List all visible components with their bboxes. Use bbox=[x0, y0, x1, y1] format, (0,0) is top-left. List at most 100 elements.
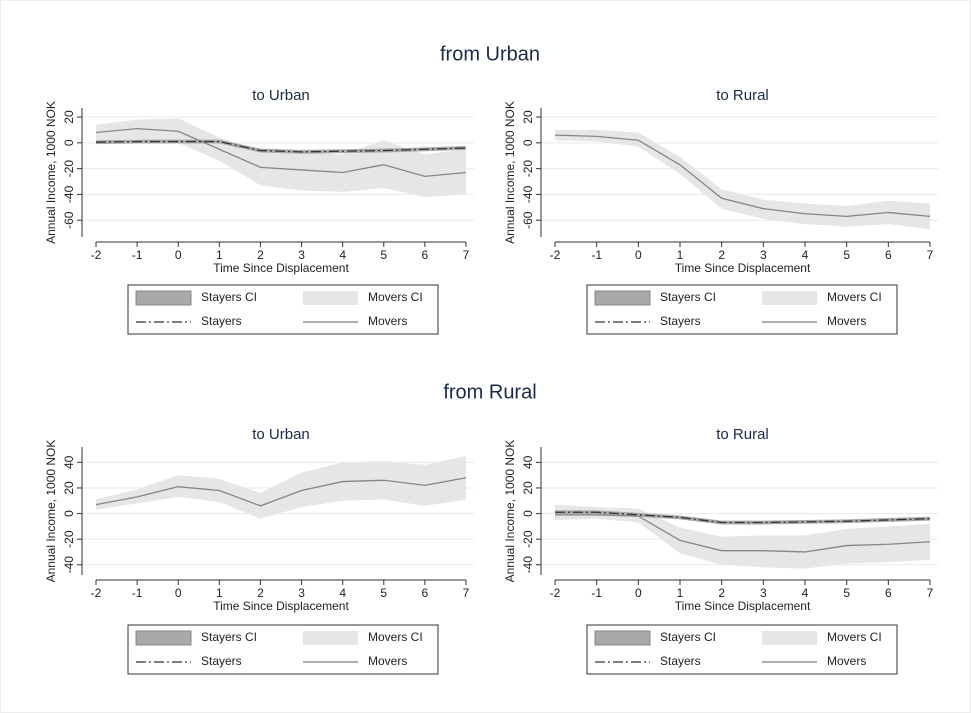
y-tick-label: 20 bbox=[62, 481, 76, 495]
x-tick-label: -1 bbox=[132, 248, 143, 262]
x-tick-label: 2 bbox=[257, 248, 264, 262]
x-tick-label: 7 bbox=[463, 586, 470, 600]
y-axis-label: Annual Income, 1000 NOK bbox=[503, 101, 517, 244]
ci-band bbox=[555, 504, 930, 569]
x-tick-label: 0 bbox=[635, 586, 642, 600]
y-tick-label: 0 bbox=[62, 139, 76, 146]
legend-swatch bbox=[762, 631, 817, 645]
ci-band bbox=[96, 455, 466, 519]
x-tick-label: -2 bbox=[91, 586, 102, 600]
panel-title: to Urban bbox=[252, 426, 310, 443]
legend-swatch bbox=[135, 290, 192, 306]
y-tick-label: 40 bbox=[521, 455, 535, 469]
legend-label: Stayers bbox=[201, 654, 242, 668]
legend-swatch bbox=[594, 630, 651, 646]
x-tick-label: 7 bbox=[927, 248, 934, 262]
x-tick-label: 2 bbox=[718, 586, 725, 600]
x-tick-label: 5 bbox=[380, 248, 387, 262]
y-axis-label: Annual Income, 1000 NOK bbox=[44, 101, 58, 244]
legend-label: Movers CI bbox=[368, 630, 423, 644]
panel-title: to Urban bbox=[252, 87, 310, 104]
x-tick-label: 5 bbox=[380, 586, 387, 600]
x-tick-label: 1 bbox=[677, 248, 684, 262]
x-tick-label: -1 bbox=[591, 248, 602, 262]
x-tick-label: 4 bbox=[339, 586, 346, 600]
y-tick-label: -40 bbox=[62, 556, 76, 574]
x-tick-label: 1 bbox=[216, 586, 223, 600]
x-tick-label: -2 bbox=[550, 586, 561, 600]
x-tick-label: -2 bbox=[550, 248, 561, 262]
x-axis-label: Time Since Displacement bbox=[675, 261, 811, 275]
x-tick-label: 3 bbox=[298, 586, 305, 600]
legend-label: Stayers bbox=[201, 314, 242, 328]
y-axis-label: Annual Income, 1000 NOK bbox=[503, 440, 517, 583]
y-tick-label: -20 bbox=[521, 160, 535, 178]
series-line bbox=[95, 140, 467, 153]
ci-band bbox=[555, 510, 930, 525]
x-tick-label: -2 bbox=[91, 248, 102, 262]
legend-label: Movers bbox=[827, 314, 866, 328]
x-tick-label: 4 bbox=[802, 248, 809, 262]
legend-swatch bbox=[303, 291, 358, 305]
legend-swatch bbox=[762, 291, 817, 305]
x-tick-label: 0 bbox=[175, 248, 182, 262]
legend-swatch bbox=[594, 290, 651, 306]
y-tick-label: 0 bbox=[521, 139, 535, 146]
section-title: from Urban bbox=[440, 43, 540, 65]
x-tick-label: 5 bbox=[843, 586, 850, 600]
x-tick-label: 4 bbox=[339, 248, 346, 262]
y-tick-label: 20 bbox=[521, 110, 535, 124]
y-tick-label: 0 bbox=[62, 510, 76, 517]
x-tick-label: 6 bbox=[885, 586, 892, 600]
legend-label: Stayers CI bbox=[201, 290, 257, 304]
legend-label: Movers bbox=[368, 654, 407, 668]
y-tick-label: -60 bbox=[62, 211, 76, 229]
panel-title: to Rural bbox=[716, 426, 769, 443]
y-tick-label: -40 bbox=[62, 185, 76, 203]
ci-band bbox=[555, 129, 930, 230]
x-tick-label: -1 bbox=[132, 586, 143, 600]
legend-label: Movers CI bbox=[368, 290, 423, 304]
x-tick-label: 3 bbox=[760, 248, 767, 262]
x-axis-label: Time Since Displacement bbox=[213, 599, 349, 613]
legend-label: Stayers CI bbox=[660, 290, 716, 304]
y-tick-label: 20 bbox=[521, 481, 535, 495]
series-line bbox=[95, 477, 467, 507]
x-tick-label: 7 bbox=[927, 586, 934, 600]
legend-label: Stayers CI bbox=[201, 630, 257, 644]
y-tick-label: -20 bbox=[521, 530, 535, 548]
series-line bbox=[555, 514, 931, 553]
y-tick-label: 0 bbox=[521, 510, 535, 517]
y-tick-label: 40 bbox=[62, 455, 76, 469]
legend-label: Movers bbox=[827, 654, 866, 668]
y-tick-label: -40 bbox=[521, 556, 535, 574]
x-axis-label: Time Since Displacement bbox=[675, 599, 811, 613]
x-tick-label: 6 bbox=[885, 248, 892, 262]
x-tick-label: 3 bbox=[760, 586, 767, 600]
x-tick-label: 3 bbox=[298, 248, 305, 262]
y-tick-label: -40 bbox=[521, 185, 535, 203]
x-tick-label: 1 bbox=[216, 248, 223, 262]
legend-swatch bbox=[135, 630, 192, 646]
series-line bbox=[555, 511, 931, 524]
x-axis-label: Time Since Displacement bbox=[213, 261, 349, 275]
x-tick-label: 6 bbox=[422, 586, 429, 600]
legend-label: Stayers bbox=[660, 654, 701, 668]
legend-label: Stayers bbox=[660, 314, 701, 328]
y-tick-label: -20 bbox=[62, 530, 76, 548]
x-tick-label: 2 bbox=[257, 586, 264, 600]
legend-swatch bbox=[303, 631, 358, 645]
y-tick-label: 20 bbox=[62, 110, 76, 124]
y-tick-label: -20 bbox=[62, 160, 76, 178]
series-line bbox=[95, 127, 467, 178]
x-tick-label: 5 bbox=[843, 248, 850, 262]
x-tick-label: 7 bbox=[463, 248, 470, 262]
legend-label: Movers CI bbox=[827, 630, 882, 644]
y-tick-label: -60 bbox=[521, 211, 535, 229]
legend-label: Stayers CI bbox=[660, 630, 716, 644]
x-tick-label: -1 bbox=[591, 586, 602, 600]
x-tick-label: 6 bbox=[422, 248, 429, 262]
x-tick-label: 0 bbox=[635, 248, 642, 262]
